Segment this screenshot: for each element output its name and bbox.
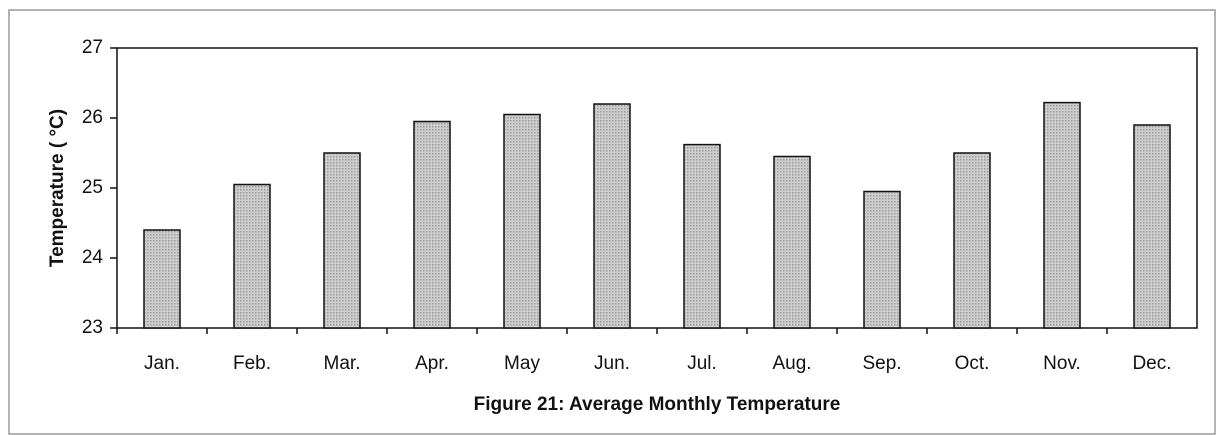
x-tick-label: Jun. [594, 353, 630, 374]
bar-texture [685, 145, 719, 327]
bar-texture [145, 231, 179, 327]
bar-texture [1135, 126, 1169, 327]
y-tick-label: 25 [82, 177, 103, 198]
y-tick-label: 24 [82, 247, 104, 268]
x-tick-label: Jan. [144, 353, 180, 374]
y-tick-label: 26 [82, 107, 103, 128]
x-tick-label: Oct. [955, 353, 990, 374]
x-tick-label: Apr. [415, 353, 449, 374]
bar-texture [955, 154, 989, 327]
bar-texture [865, 192, 899, 327]
bar-texture [325, 154, 359, 327]
bar-texture [235, 185, 269, 327]
x-tick-label: May [504, 353, 540, 374]
y-tick-label: 27 [82, 37, 103, 58]
x-tick-label: Feb. [233, 353, 271, 374]
x-tick-label: Aug. [772, 353, 811, 374]
bar-texture [415, 122, 449, 327]
x-tick-label: Jul. [687, 353, 717, 374]
y-axis-label: Temperature ( °C) [47, 109, 68, 267]
x-tick-label: Dec. [1132, 353, 1171, 374]
x-tick-label: Sep. [862, 353, 901, 374]
x-tick-label: Mar. [324, 353, 361, 374]
bar-texture [775, 157, 809, 327]
chart-title: Figure 21: Average Monthly Temperature [474, 394, 841, 415]
frame [8, 9, 1216, 435]
x-tick-label: Nov. [1043, 353, 1081, 374]
y-tick-label: 23 [82, 317, 103, 338]
bar-texture [1045, 103, 1079, 327]
bar-texture [505, 115, 539, 327]
plot-area [116, 47, 1198, 329]
bar-texture [595, 105, 629, 327]
